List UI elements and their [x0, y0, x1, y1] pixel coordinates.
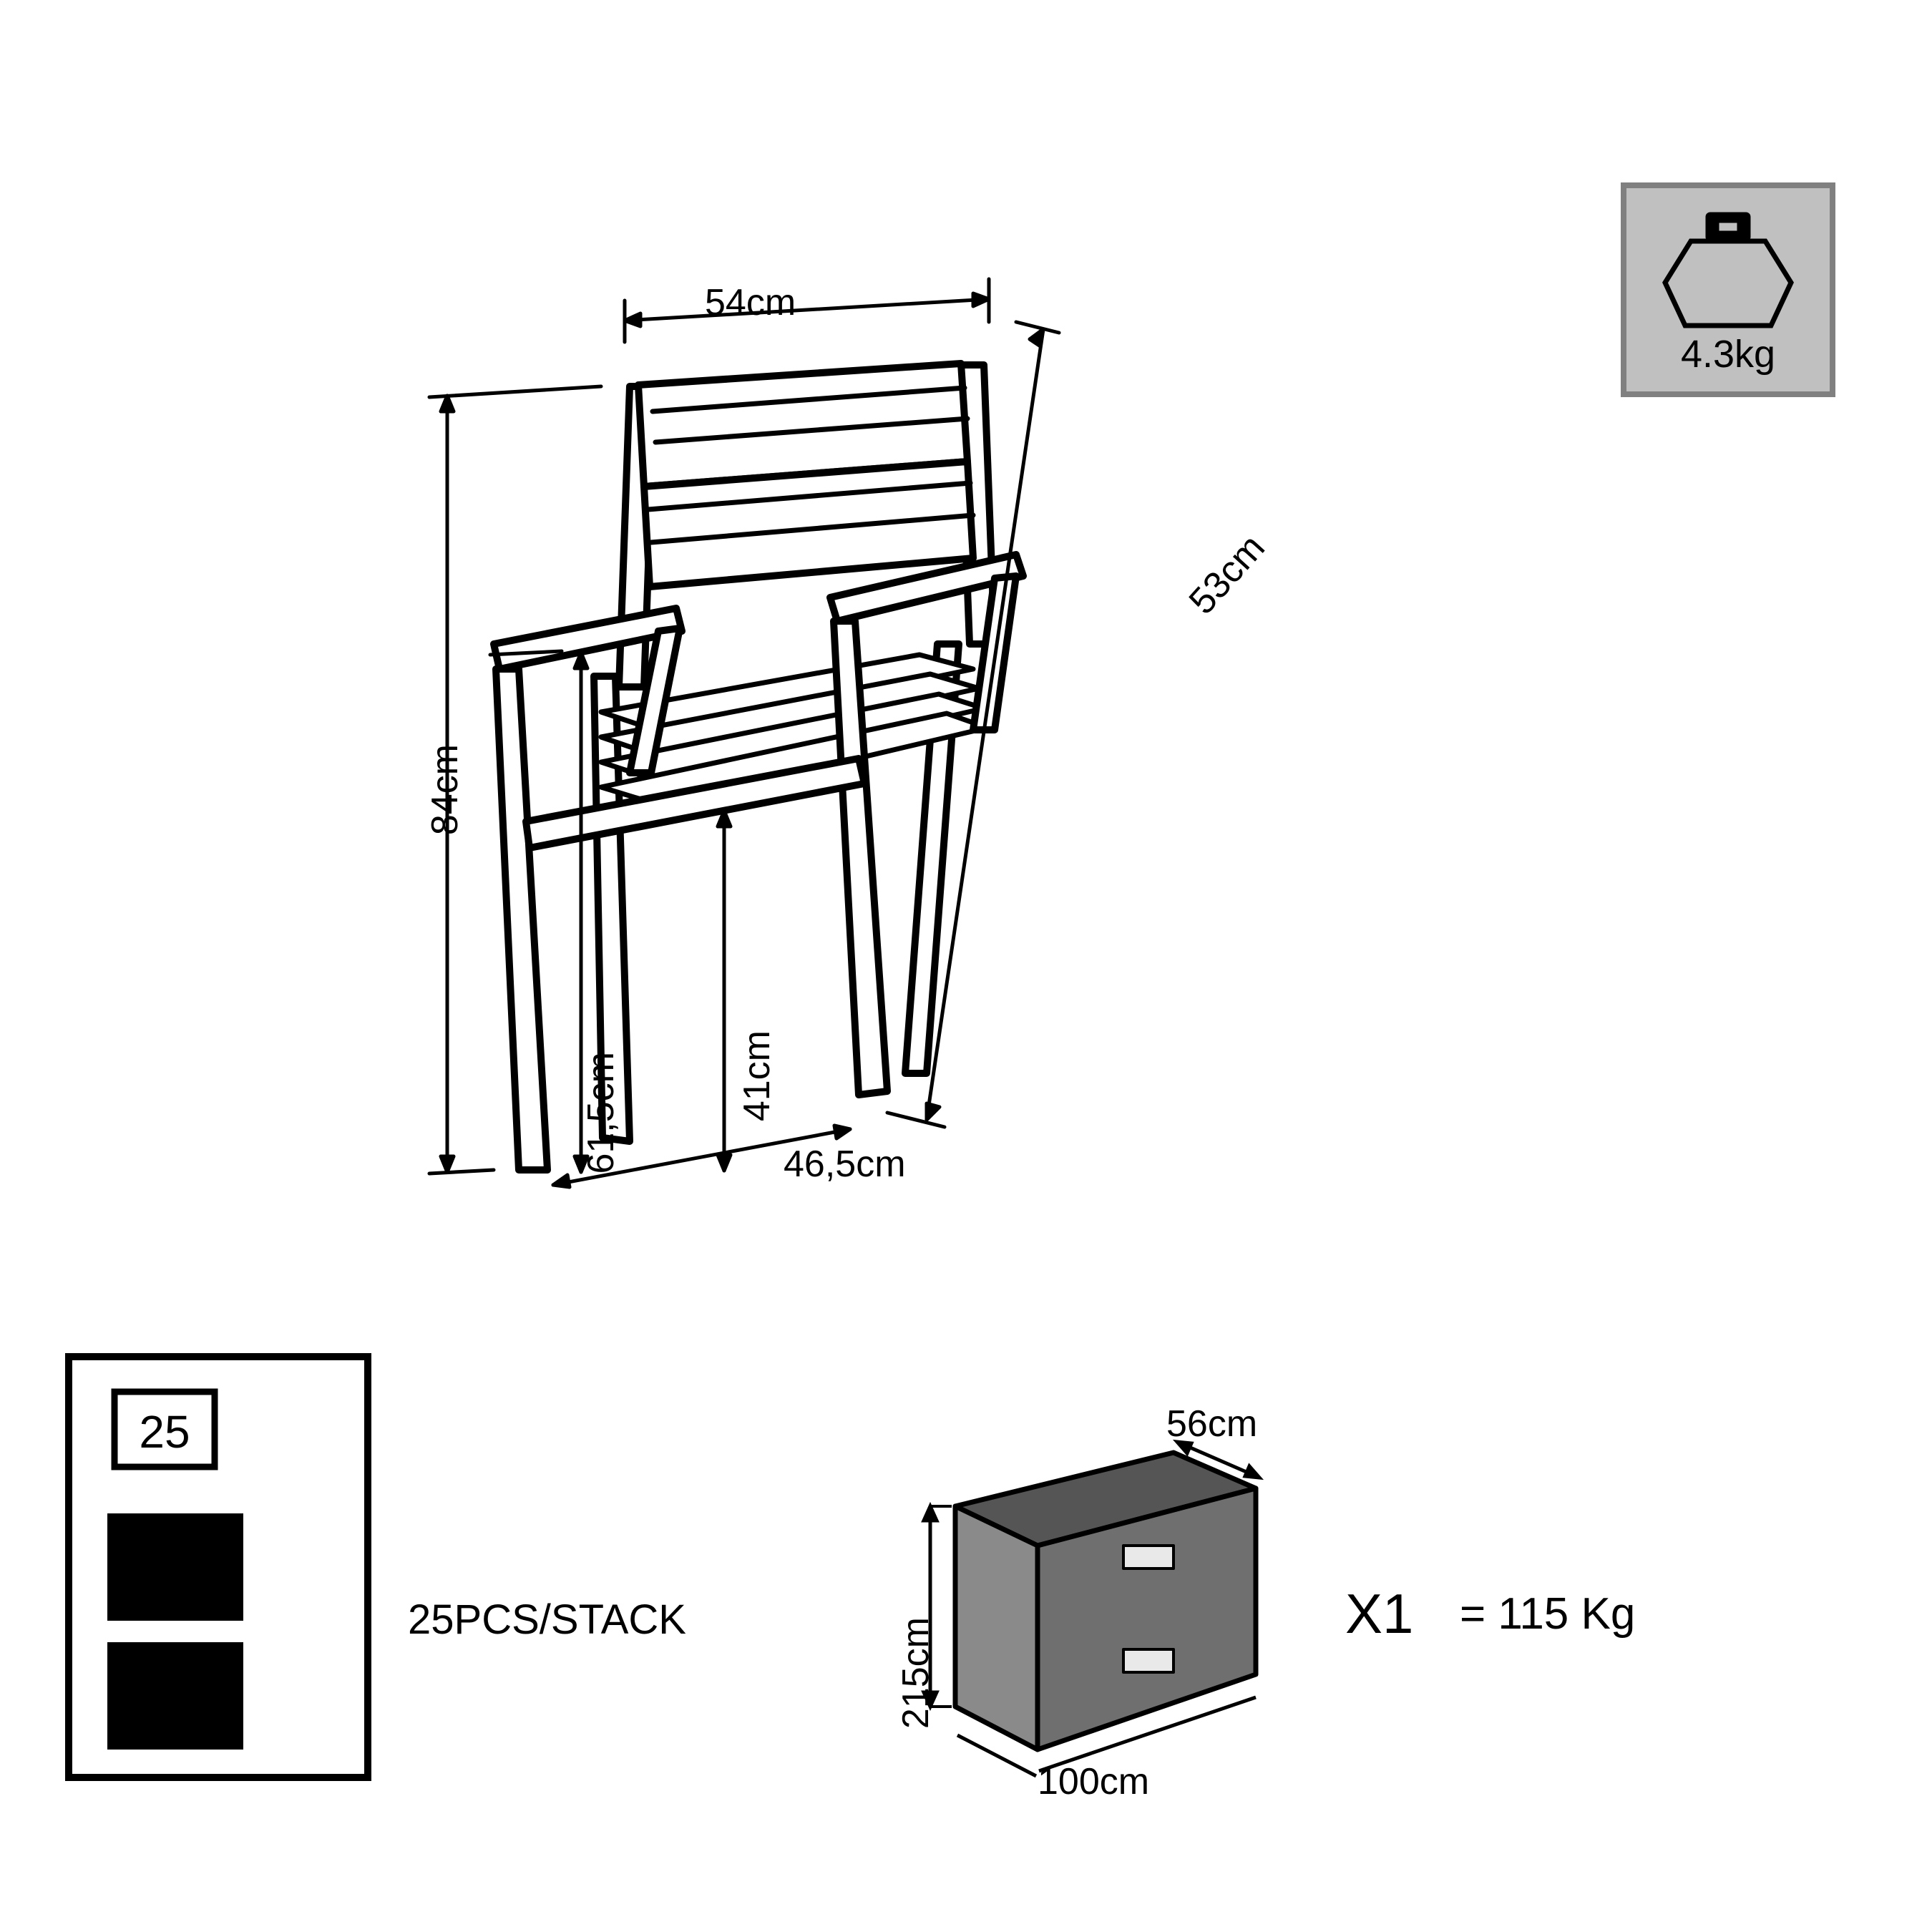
- svg-text:25: 25: [139, 1406, 190, 1458]
- package-height-label: 215cm: [894, 1617, 937, 1729]
- svg-text:4.3kg: 4.3kg: [1681, 333, 1775, 376]
- package-depth-label: 56cm: [1166, 1402, 1257, 1445]
- stack-label: 25PCS/STACK: [408, 1596, 686, 1644]
- stack-box: 25: [64, 1352, 372, 1782]
- dim-height-total: 84cm: [424, 744, 467, 835]
- package-weight-label: = 115 Kg: [1460, 1589, 1635, 1639]
- weight-box: 4.3kg: [1621, 182, 1835, 397]
- package-width-label: 100cm: [1038, 1760, 1149, 1803]
- package-qty-label: X1: [1345, 1581, 1413, 1646]
- dim-seat-height: 41cm: [736, 1030, 779, 1121]
- dim-width-top: 54cm: [705, 281, 796, 324]
- dim-seat-width: 46,5cm: [784, 1143, 906, 1186]
- package-diagram: [887, 1410, 1288, 1782]
- dim-arm-height: 61,5cm: [580, 1052, 623, 1174]
- chair-diagram: [386, 258, 1388, 1259]
